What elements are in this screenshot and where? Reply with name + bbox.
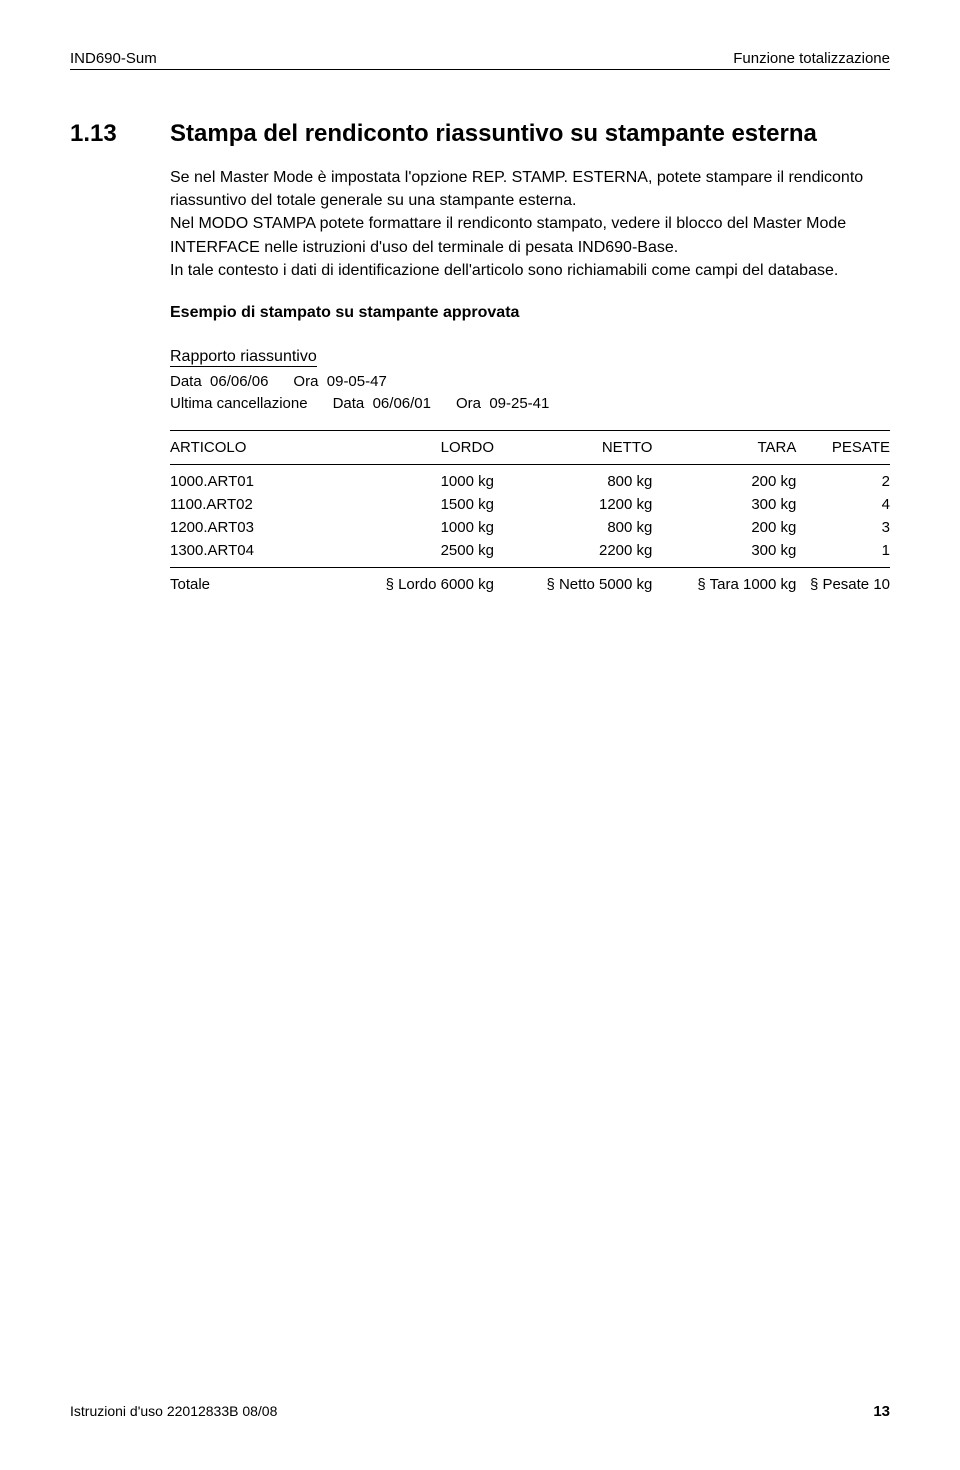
report-meta-1: Data 06/06/06 Ora 09-05-47 <box>170 371 890 394</box>
cell-lordo: 1000 kg <box>336 516 494 539</box>
total-lordo: § Lordo 6000 kg <box>336 567 494 596</box>
cell-articolo: 1000.ART01 <box>170 464 336 493</box>
intro-paragraphs: Se nel Master Mode è impostata l'opzione… <box>170 166 890 282</box>
cell-tara: 300 kg <box>652 539 796 568</box>
header-left: IND690-Sum <box>70 50 157 67</box>
cell-tara: 200 kg <box>652 516 796 539</box>
cell-netto: 2200 kg <box>494 539 652 568</box>
page-footer: Istruzioni d'uso 22012833B 08/08 13 <box>70 1403 890 1420</box>
footer-left: Istruzioni d'uso 22012833B 08/08 <box>70 1403 277 1420</box>
th-netto: NETTO <box>494 430 652 464</box>
footer-page-number: 13 <box>873 1403 890 1420</box>
paragraph-2: Nel MODO STAMPA potete formattare il ren… <box>170 212 890 258</box>
example-subheading: Esempio di stampato su stampante approva… <box>170 304 890 322</box>
cell-pesate: 4 <box>796 493 890 516</box>
cell-pesate: 1 <box>796 539 890 568</box>
cell-articolo: 1300.ART04 <box>170 539 336 568</box>
section-heading: 1.13 Stampa del rendiconto riassuntivo s… <box>70 120 890 148</box>
th-pesate: PESATE <box>796 430 890 464</box>
table-row: 1000.ART01 1000 kg 800 kg 200 kg 2 <box>170 464 890 493</box>
total-pesate: § Pesate 10 <box>796 567 890 596</box>
cell-pesate: 2 <box>796 464 890 493</box>
th-articolo: ARTICOLO <box>170 430 336 464</box>
th-lordo: LORDO <box>336 430 494 464</box>
table-header-row: ARTICOLO LORDO NETTO TARA PESATE <box>170 430 890 464</box>
table-row: 1100.ART02 1500 kg 1200 kg 300 kg 4 <box>170 493 890 516</box>
cell-netto: 800 kg <box>494 464 652 493</box>
total-label: Totale <box>170 567 336 596</box>
report-title: Rapporto riassuntivo <box>170 348 317 367</box>
cell-lordo: 1000 kg <box>336 464 494 493</box>
table-row: 1200.ART03 1000 kg 800 kg 200 kg 3 <box>170 516 890 539</box>
table-total-row: Totale § Lordo 6000 kg § Netto 5000 kg §… <box>170 567 890 596</box>
cell-netto: 800 kg <box>494 516 652 539</box>
total-netto: § Netto 5000 kg <box>494 567 652 596</box>
total-tara: § Tara 1000 kg <box>652 567 796 596</box>
report-meta-2: Ultima cancellazione Data 06/06/01 Ora 0… <box>170 393 890 416</box>
meta1-text: Data 06/06/06 Ora 09-05-47 <box>170 373 387 390</box>
report-block: Rapporto riassuntivo Data 06/06/06 Ora 0… <box>170 348 890 416</box>
paragraph-3: In tale contesto i dati di identificazio… <box>170 259 890 282</box>
cell-pesate: 3 <box>796 516 890 539</box>
cell-tara: 200 kg <box>652 464 796 493</box>
cell-tara: 300 kg <box>652 493 796 516</box>
section-title: Stampa del rendiconto riassuntivo su sta… <box>170 120 817 148</box>
cell-netto: 1200 kg <box>494 493 652 516</box>
cell-lordo: 1500 kg <box>336 493 494 516</box>
paragraph-1: Se nel Master Mode è impostata l'opzione… <box>170 166 890 212</box>
cell-lordo: 2500 kg <box>336 539 494 568</box>
section-number: 1.13 <box>70 120 170 148</box>
table-row: 1300.ART04 2500 kg 2200 kg 300 kg 1 <box>170 539 890 568</box>
th-tara: TARA <box>652 430 796 464</box>
cell-articolo: 1100.ART02 <box>170 493 336 516</box>
page-header: IND690-Sum Funzione totalizzazione <box>70 50 890 70</box>
meta2-text: Ultima cancellazione Data 06/06/01 Ora 0… <box>170 395 549 412</box>
cell-articolo: 1200.ART03 <box>170 516 336 539</box>
report-table: ARTICOLO LORDO NETTO TARA PESATE 1000.AR… <box>170 430 890 596</box>
body-content: Se nel Master Mode è impostata l'opzione… <box>170 166 890 596</box>
header-right: Funzione totalizzazione <box>733 50 890 67</box>
